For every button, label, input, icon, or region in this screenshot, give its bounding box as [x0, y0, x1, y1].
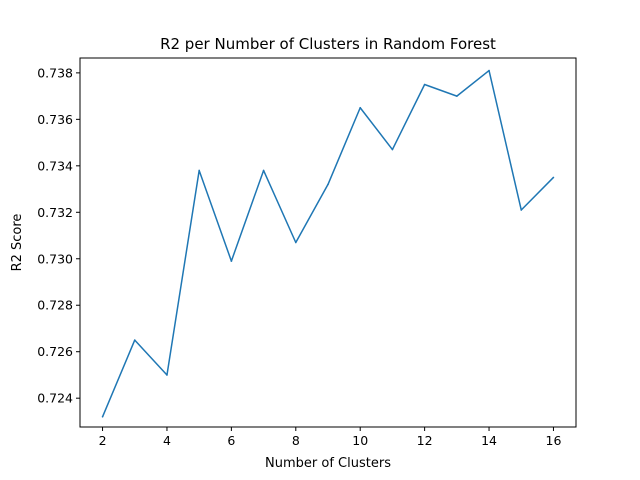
x-tick-label: 6 [227, 433, 235, 448]
x-tick-label: 12 [417, 433, 433, 448]
data-point [198, 169, 200, 172]
data-point [327, 183, 329, 186]
y-tick-label: 0.732 [37, 205, 73, 220]
data-point [488, 69, 490, 72]
data-point [423, 83, 426, 86]
y-tick-label: 0.724 [37, 391, 73, 406]
x-tick-label: 8 [292, 433, 300, 448]
y-tick-label: 0.734 [37, 158, 73, 173]
data-point [456, 95, 458, 97]
plot-frame [79, 57, 577, 428]
data-point [552, 176, 555, 179]
series-line [101, 69, 554, 418]
y-axis-label: R2 Score [10, 214, 25, 272]
x-tick-label: 4 [163, 433, 171, 448]
y-tick-label: 0.736 [37, 112, 73, 127]
data-point [520, 209, 523, 211]
x-tick-label: 10 [352, 433, 368, 448]
data-point [294, 241, 297, 244]
x-axis-label: Number of Clusters [265, 456, 391, 471]
data-point [359, 106, 362, 109]
y-tick-label: 0.728 [37, 298, 73, 313]
series-group [101, 69, 555, 418]
plot-area: 2 4 6 8 10 12 14 16 0.7240.7260.7280.7300.7320.… [37, 57, 577, 448]
data-point [391, 148, 394, 151]
x-tick-label: 14 [481, 433, 497, 448]
x-tick-label: 16 [546, 433, 562, 448]
y-tick-label: 0.730 [37, 251, 73, 266]
chart-title: R2 per Number of Clusters in Random Fore… [160, 35, 496, 53]
y-tick-label: 0.738 [37, 65, 73, 80]
x-axis-ticks: 2 4 6 8 10 12 14 16 [99, 427, 562, 448]
data-point [230, 260, 233, 262]
data-point [101, 415, 104, 418]
y-axis-ticks: 0.724 0.726 0.728 0.730 0.732 0.734 0.736 0.738 [37, 65, 80, 406]
y-tick-label: 0.726 [37, 344, 73, 359]
data-point [133, 339, 136, 341]
data-point [166, 374, 168, 376]
data-point [262, 169, 265, 172]
x-tick-label: 2 [99, 433, 107, 448]
